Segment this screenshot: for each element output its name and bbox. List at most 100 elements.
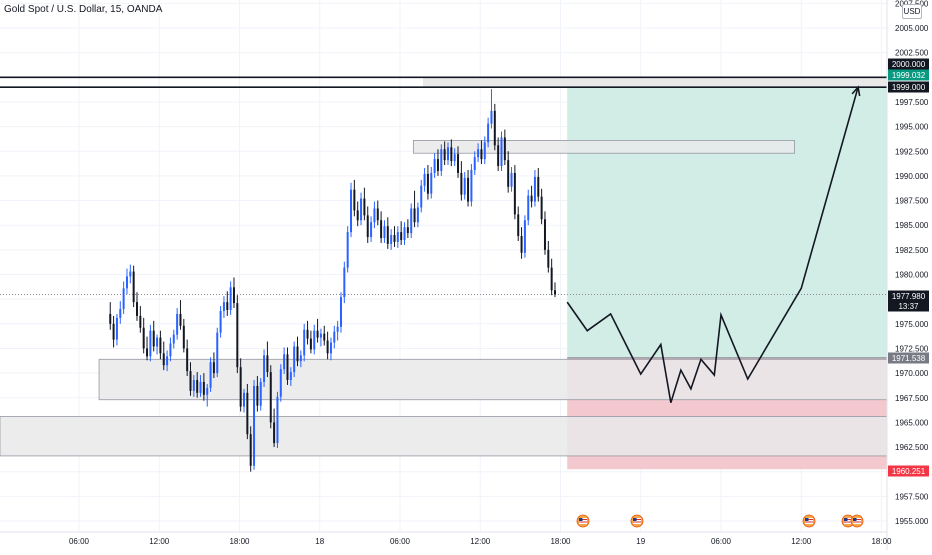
candle-body <box>249 434 252 466</box>
candle-body <box>406 227 409 234</box>
time-axis[interactable]: 06:00 12:00 18:00 18 06:00 12:00 18:00 19 06:00 1… <box>69 537 892 546</box>
projection-line[interactable] <box>566 86 859 403</box>
candle-body <box>473 157 476 170</box>
candle-body <box>530 195 533 202</box>
candle-body <box>309 338 312 350</box>
candle-body <box>403 227 406 240</box>
candle-body <box>266 355 269 373</box>
candle-body <box>186 348 189 372</box>
flag-field <box>805 518 813 524</box>
candle-body <box>259 381 262 406</box>
candle-body <box>166 356 169 366</box>
flag-canton <box>633 518 637 521</box>
economic-events[interactable] <box>576 514 864 528</box>
us-flag-icon[interactable] <box>630 514 644 528</box>
price-tick-label: 2002.500 <box>895 49 929 58</box>
candle-body <box>119 309 122 318</box>
horizontal-lines[interactable] <box>0 76 887 88</box>
currency-button[interactable]: USD <box>902 4 922 19</box>
candle-body <box>510 172 513 187</box>
candle-body <box>380 220 383 239</box>
candle-body <box>343 267 346 298</box>
candle-body <box>202 381 205 395</box>
candle-body <box>376 208 379 221</box>
candle-body <box>196 380 199 393</box>
candle-body <box>550 267 553 291</box>
time-tick-label: 12:00 <box>791 537 812 546</box>
candle-body <box>537 176 540 197</box>
candles <box>109 89 556 472</box>
candle-body <box>423 173 426 186</box>
price-tick-label: 1980.000 <box>895 271 929 280</box>
candle-body <box>480 149 483 160</box>
candle-body <box>149 330 152 357</box>
zone-supply[interactable] <box>412 140 795 154</box>
candle-body <box>370 222 373 238</box>
candle-body <box>336 326 339 332</box>
candle-body <box>109 313 112 324</box>
candle-body <box>306 329 309 339</box>
candle-body <box>450 147 453 162</box>
candle-body <box>554 290 556 295</box>
price-label-text: 13:37 <box>898 302 919 311</box>
candle-body <box>146 348 149 357</box>
candle-body <box>470 169 473 202</box>
candle-body <box>386 226 389 244</box>
candle-body <box>179 313 182 326</box>
candle-body <box>253 385 256 466</box>
candle-body <box>263 355 266 382</box>
price-tick-label: 1957.500 <box>895 492 929 501</box>
price-label-stop <box>888 465 929 477</box>
candle-body <box>440 149 443 171</box>
candle-body <box>129 271 132 277</box>
candle-body <box>216 332 219 374</box>
us-flag-icon[interactable] <box>850 514 864 528</box>
zone-rectangles[interactable] <box>0 140 888 457</box>
candle-body <box>209 362 212 388</box>
profit-zone[interactable] <box>567 86 887 358</box>
candle-body <box>416 207 419 223</box>
price-tick-label: 1962.500 <box>895 443 929 452</box>
zone-demand-2[interactable] <box>0 416 888 457</box>
candle-body <box>356 210 359 221</box>
candle-body <box>353 189 356 211</box>
projection-path[interactable] <box>566 85 861 403</box>
flag-field <box>844 518 852 524</box>
candle-body <box>323 333 326 341</box>
candle-body <box>293 346 296 373</box>
candle-body <box>303 329 306 356</box>
candle-body <box>360 198 363 221</box>
candle-body <box>363 198 366 216</box>
us-flag-icon[interactable] <box>802 514 816 528</box>
candle-body <box>547 249 550 268</box>
level-band[interactable] <box>423 77 887 88</box>
us-flag-icon[interactable] <box>841 514 855 528</box>
candle-body <box>326 340 329 354</box>
candle-body <box>460 172 463 195</box>
candle-body <box>467 177 470 202</box>
candle-body <box>346 232 349 268</box>
candle-body <box>159 337 162 354</box>
time-tick-label: 06:00 <box>711 537 732 546</box>
candle-body <box>199 381 202 393</box>
candle-body <box>182 325 185 349</box>
price-label-level <box>888 58 929 70</box>
candle-body <box>513 172 516 215</box>
candle-body <box>279 369 282 397</box>
us-flag-icon[interactable] <box>576 514 590 528</box>
candle-body <box>222 302 225 311</box>
price-tick-label: 1997.500 <box>895 98 929 107</box>
price-label-countdown <box>888 300 929 312</box>
candle-body <box>477 149 480 158</box>
candle-body <box>393 235 396 242</box>
flag-canton <box>844 518 848 521</box>
candle-body <box>443 149 446 161</box>
candle-body <box>457 154 460 173</box>
candle-body <box>520 236 523 253</box>
candle-body <box>296 346 299 362</box>
price-label-text: 2000.000 <box>892 60 926 69</box>
price-tick-label: 1965.000 <box>895 418 929 427</box>
